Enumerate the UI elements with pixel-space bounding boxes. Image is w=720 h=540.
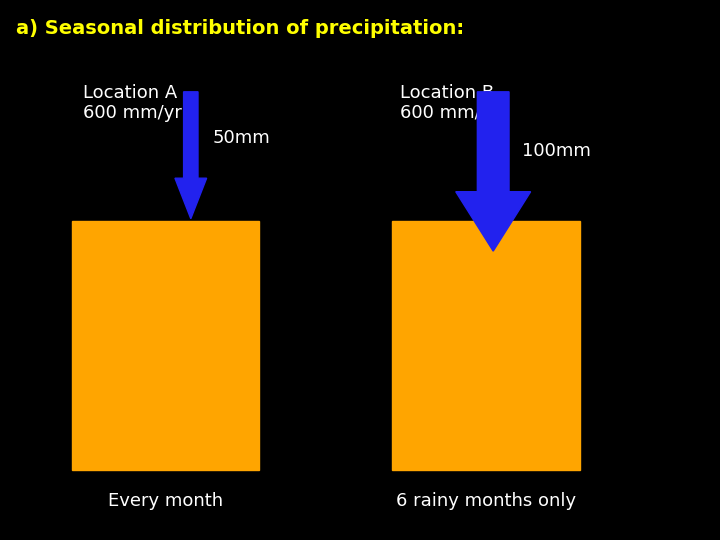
Bar (392, 221, 580, 470)
Text: 6 rainy months only: 6 rainy months only (396, 492, 576, 510)
Text: a) Seasonal distribution of precipitation:: a) Seasonal distribution of precipitatio… (16, 19, 464, 38)
Text: 50mm: 50mm (212, 129, 270, 147)
Polygon shape (175, 92, 207, 219)
Polygon shape (456, 92, 531, 251)
Text: Location B
600 mm/yr: Location B 600 mm/yr (400, 84, 498, 123)
Text: Every month: Every month (108, 492, 223, 510)
Bar (72, 221, 259, 470)
Text: Location A
600 mm/yr: Location A 600 mm/yr (83, 84, 181, 123)
Text: 100mm: 100mm (522, 142, 591, 160)
